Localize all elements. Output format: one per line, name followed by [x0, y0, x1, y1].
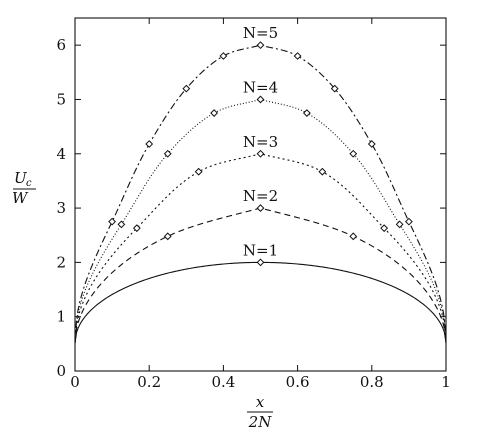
y-axis-label: U c W [12, 169, 36, 207]
tick-label-group: 0 0.2 0.4 0.6 0.8 1 0 1 2 3 4 5 6 [56, 36, 450, 391]
data-point-n5 [108, 217, 117, 226]
data-point-n4 [163, 149, 172, 158]
series-label-n4: N=4 [243, 78, 278, 96]
data-point-n3 [380, 224, 389, 233]
curve-label-group: N=1 N=2 N=3 N=4 N=5 [243, 24, 278, 259]
data-point-n5 [293, 52, 302, 60]
y-axis-label-numerator: U [14, 169, 28, 187]
x-tick-label: 1 [441, 373, 451, 391]
series-label-n5: N=5 [243, 24, 278, 42]
data-point-n3 [256, 149, 265, 158]
data-point-n5 [367, 140, 376, 148]
y-tick-label: 3 [56, 199, 66, 217]
data-point-n4 [349, 149, 358, 158]
y-tick-label: 2 [56, 253, 66, 271]
data-point-n5 [145, 140, 154, 148]
x-tick-label: 0.2 [137, 373, 161, 391]
series-line-n1 [74, 261, 447, 343]
x-tick-label: 0 [70, 373, 80, 391]
data-point-n4 [210, 109, 219, 117]
x-tick-label: 0.4 [211, 373, 235, 391]
y-tick-label: 4 [56, 145, 66, 163]
marker-group [108, 41, 413, 267]
data-point-n3 [318, 167, 327, 176]
x-axis-label-denominator: 2N [248, 413, 273, 431]
data-point-n5 [330, 84, 339, 93]
data-point-n4 [302, 109, 311, 117]
data-point-n2 [256, 204, 265, 212]
tick-group [74, 18, 447, 372]
data-point-n1 [256, 258, 265, 267]
series-line-n2 [74, 207, 447, 343]
y-tick-label: 0 [56, 362, 66, 380]
y-tick-label: 5 [56, 90, 66, 108]
x-tick-label: 0.6 [286, 373, 310, 391]
data-point-n4 [256, 95, 265, 104]
series-label-n2: N=2 [243, 187, 278, 205]
x-axis-label-numerator: x [256, 393, 265, 411]
plot-frame [74, 17, 447, 372]
series-label-n3: N=3 [243, 133, 278, 151]
data-point-n3 [132, 224, 141, 233]
x-tick-label: 0.8 [360, 373, 384, 391]
y-tick-label: 6 [56, 36, 66, 54]
data-point-n5 [404, 217, 413, 226]
data-point-n5 [256, 41, 265, 50]
data-point-n2 [163, 232, 172, 241]
y-axis-label-subscript: c [26, 178, 32, 189]
data-point-n3 [194, 167, 203, 176]
data-point-n4 [117, 220, 126, 229]
data-point-n4 [395, 220, 404, 229]
data-point-n5 [219, 52, 228, 60]
y-tick-label: 1 [56, 308, 66, 326]
series-line-n5 [74, 44, 447, 343]
data-point-n5 [182, 84, 191, 93]
data-point-n2 [349, 232, 358, 241]
x-axis-label: x 2N [247, 393, 273, 431]
y-axis-label-denominator: W [12, 189, 29, 207]
series-label-n1: N=1 [243, 241, 278, 259]
